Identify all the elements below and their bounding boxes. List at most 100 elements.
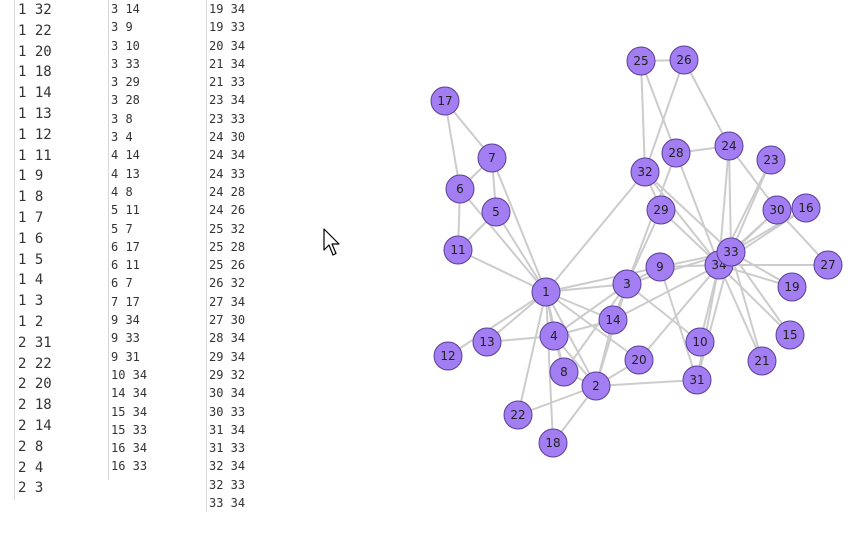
edge-list-item: 19 33 — [209, 20, 246, 35]
edge-list-item: 6 7 — [111, 276, 133, 291]
node-27: 27 — [813, 250, 843, 280]
node-2: 2 — [581, 371, 611, 401]
node-label: 3 — [623, 277, 631, 291]
edge-list-item: 2 22 — [18, 355, 52, 372]
node-25: 25 — [626, 46, 656, 76]
node-circle — [669, 45, 699, 75]
edge-list-item: 1 14 — [18, 85, 52, 102]
node-22: 22 — [503, 400, 533, 430]
edge-list-item: 1 13 — [18, 105, 52, 122]
node-circle — [685, 327, 715, 357]
edge-9-31 — [659, 266, 698, 381]
edge-list-item: 6 11 — [111, 258, 140, 273]
edge-1-5 — [495, 211, 547, 293]
edge-28-34 — [675, 152, 720, 266]
edge-list-item: 23 34 — [209, 93, 246, 108]
edge-list-item: 15 34 — [111, 404, 148, 419]
node-16: 16 — [791, 193, 821, 223]
node-23: 23 — [756, 145, 786, 175]
node-label: 32 — [637, 165, 652, 179]
node-label: 25 — [633, 54, 648, 68]
edge-list-item: 2 14 — [18, 417, 52, 434]
edge-list-item: 2 8 — [18, 438, 44, 455]
edge-3-10 — [626, 283, 701, 343]
edge-list-item: 2 4 — [18, 459, 44, 476]
node-18: 18 — [538, 428, 568, 458]
edge-21-33 — [730, 251, 763, 362]
edge-list-item: 16 34 — [111, 441, 148, 456]
edge-list-item: 24 30 — [209, 130, 246, 145]
node-circle — [598, 305, 628, 335]
edge-15-34 — [718, 264, 791, 336]
edge-list-item: 2 18 — [18, 397, 52, 414]
edge-list-item: 24 33 — [209, 166, 246, 181]
edge-list-item: 2 31 — [18, 334, 52, 351]
edge-list-item: 25 26 — [209, 258, 246, 273]
edge-list-item: 1 6 — [18, 230, 44, 247]
node-label: 1 — [542, 285, 550, 299]
node-label: 23 — [763, 153, 778, 167]
edge-list-item: 3 33 — [111, 56, 140, 71]
edge-1-22 — [517, 291, 547, 416]
edge-list-item: 3 9 — [111, 20, 133, 35]
edge-list-item: 33 34 — [209, 496, 246, 511]
mouse-cursor-icon — [323, 228, 340, 256]
node-circle — [538, 428, 568, 458]
edge-list-item: 1 8 — [18, 189, 44, 206]
edge-list-item: 32 34 — [209, 459, 246, 474]
node-circle — [612, 269, 642, 299]
node-9: 9 — [645, 252, 675, 282]
edge-1-2 — [545, 291, 597, 387]
edge-list-item: 29 32 — [209, 367, 246, 382]
node-10: 10 — [685, 327, 715, 357]
node-label: 31 — [689, 373, 704, 387]
edge-list-item: 29 34 — [209, 349, 246, 364]
edge-list-item: 24 34 — [209, 148, 246, 163]
edge-31-34 — [696, 264, 720, 381]
node-circle — [777, 272, 807, 302]
node-label: 27 — [820, 258, 835, 272]
edge-list-item: 31 33 — [209, 441, 246, 456]
edge-list-item: 27 34 — [209, 294, 246, 309]
node-label: 14 — [605, 313, 620, 327]
node-21: 21 — [747, 346, 777, 376]
edge-2-31 — [595, 379, 698, 387]
node-label: 5 — [492, 205, 500, 219]
edge-1-7 — [491, 157, 547, 293]
edge-list-item: 23 33 — [209, 111, 246, 126]
edge-21-34 — [718, 264, 763, 362]
edge-list-item: 1 7 — [18, 209, 44, 226]
node-label: 12 — [440, 349, 455, 363]
node-circle — [581, 371, 611, 401]
node-circle — [503, 400, 533, 430]
edge-1-18 — [545, 291, 554, 444]
edge-14-34 — [612, 264, 720, 321]
node-circle — [443, 235, 473, 265]
edge-list-item: 32 33 — [209, 477, 246, 492]
node-15: 15 — [775, 320, 805, 350]
node-circle — [472, 327, 502, 357]
node-circle — [646, 195, 676, 225]
node-label: 22 — [510, 408, 525, 422]
node-14: 14 — [598, 305, 628, 335]
node-label: 8 — [560, 365, 568, 379]
node-5: 5 — [481, 197, 511, 227]
edge-1-6 — [459, 188, 547, 293]
node-circle — [539, 321, 569, 351]
node-circle — [813, 250, 843, 280]
edge-32-34 — [644, 171, 720, 266]
node-6: 6 — [445, 174, 475, 204]
edge-list-item: 1 12 — [18, 126, 52, 143]
node-label: 21 — [754, 354, 769, 368]
node-29: 29 — [646, 195, 676, 225]
edge-list-item: 1 2 — [18, 313, 44, 330]
node-circle — [714, 131, 744, 161]
edge-list-item: 30 34 — [209, 386, 246, 401]
edge-list-item: 1 3 — [18, 293, 44, 310]
node-label: 4 — [550, 329, 558, 343]
node-circle — [645, 252, 675, 282]
edge-list-column-1: 1 32 1 22 1 20 1 18 1 14 1 13 1 12 1 11 1 9 1 8 1 … — [14, 0, 52, 500]
edge-list-item: 1 18 — [18, 64, 52, 81]
node-label: 7 — [488, 151, 496, 165]
edge-1-9 — [545, 266, 661, 293]
